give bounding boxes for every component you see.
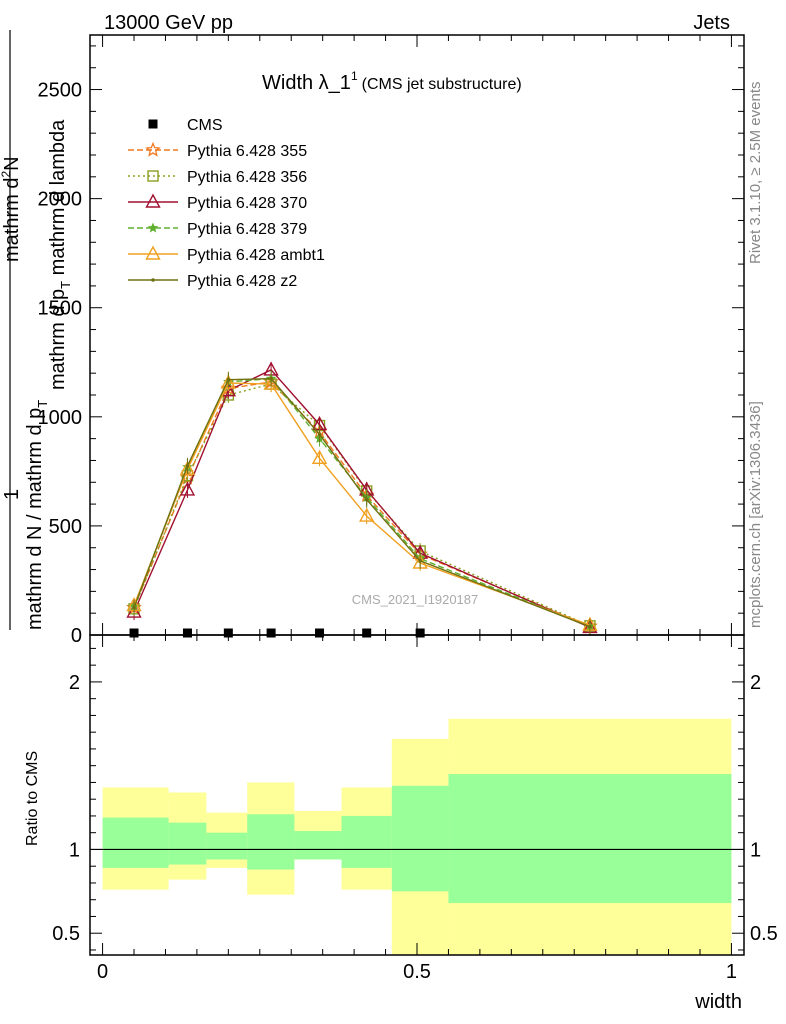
header-observable: Jets xyxy=(693,12,730,34)
ratio-xtick-label: 0 xyxy=(97,961,108,983)
legend-label: Pythia 6.428 379 xyxy=(187,221,307,238)
mcplots-reference-label: mcplots.cern.ch [arXiv:1306.3436] xyxy=(747,401,764,628)
legend-item: CMS xyxy=(148,117,223,134)
legend-label: Pythia 6.428 ambt1 xyxy=(187,247,325,264)
series-marker-triangle xyxy=(311,449,328,464)
plot-title-sup: 1 xyxy=(351,69,358,83)
ratio-band-inner xyxy=(448,774,732,904)
series-line xyxy=(133,382,591,626)
main-ytick-label: 2000 xyxy=(38,189,83,211)
rivet-version-label: Rivet 3.1.10, ≥ 2.5M events xyxy=(747,82,764,265)
legend-label: CMS xyxy=(187,117,223,134)
series-line xyxy=(133,377,591,628)
ratio-ytick-label-right: 0.5 xyxy=(750,923,778,945)
ratio-band-inner xyxy=(391,785,449,892)
legend-item: Pythia 6.428 370 xyxy=(128,193,307,212)
series-marker-star xyxy=(147,222,159,233)
legend-item: Pythia 6.428 ambt1 xyxy=(128,245,325,264)
ratio-band-inner xyxy=(294,831,342,860)
legend-item: Pythia 6.428 z2 xyxy=(128,273,297,290)
legend-item: Pythia 6.428 356 xyxy=(128,169,307,186)
series-line xyxy=(133,369,591,629)
ratio-xtick-label: 0.5 xyxy=(403,961,431,983)
main-panel: 0 500 1000 1500 2000 2500 xyxy=(38,34,745,647)
ratio-xtick-label: 1 xyxy=(726,961,737,983)
header-process: 13000 GeV pp xyxy=(104,12,233,34)
ratio-band-inner xyxy=(102,817,169,868)
plot-title: Width λ_11 (CMS jet substructure) xyxy=(262,69,522,94)
legend-label: Pythia 6.428 356 xyxy=(187,169,307,186)
analysis-watermark: CMS_2021_I1920187 xyxy=(352,592,479,607)
cms-data-point xyxy=(315,628,325,638)
ratio-panel: 0.5 0.5 1 1 2 2 0 0.5 1 xyxy=(52,634,778,983)
series-marker-dot xyxy=(151,278,155,282)
legend-label: Pythia 6.428 355 xyxy=(187,143,307,160)
series-marker-dot xyxy=(364,497,369,502)
ratio-y-axis-label: Ratio to CMS xyxy=(24,751,41,846)
series-line xyxy=(133,381,591,627)
ratio-band-inner xyxy=(168,822,207,865)
ratio-band-inner xyxy=(247,814,295,870)
legend-item: Pythia 6.428 355 xyxy=(128,141,307,160)
ratio-ytick-label-right: 2 xyxy=(750,672,761,694)
series-marker-dot xyxy=(226,377,231,382)
main-ytick-label: 1000 xyxy=(38,407,83,429)
legend-label: Pythia 6.428 z2 xyxy=(187,273,297,290)
y-label-line1: 1 xyxy=(1,489,23,500)
series-marker-triangle xyxy=(179,460,196,475)
series-marker-dot xyxy=(317,432,322,437)
cms-data-point xyxy=(266,628,276,638)
y-label-denominator: mathrm d pT mathrm d lambda xyxy=(47,119,73,390)
series-marker-triangle xyxy=(220,374,237,389)
series-marker-triangle xyxy=(359,507,375,522)
y-axis-label: mathrm d N / mathrm d pT 1 mathrm d pT m… xyxy=(0,30,73,630)
cms-data-point xyxy=(182,628,192,638)
main-ytick-label: 2500 xyxy=(38,80,83,102)
series-marker-triangle xyxy=(145,245,161,260)
main-ytick-label: 0 xyxy=(71,625,82,647)
series-line xyxy=(133,377,591,627)
series-marker-square xyxy=(147,170,159,182)
legend: CMS Pythia 6.428 355 Pythia 6.428 356 Pythi… xyxy=(128,117,325,290)
y-label-numerator: mathrm d2N xyxy=(0,156,23,262)
series-marker-dot xyxy=(269,376,273,381)
main-ytick-label: 1500 xyxy=(38,298,83,320)
series-marker-dot xyxy=(132,605,136,610)
legend-label: Pythia 6.428 370 xyxy=(187,195,307,212)
ratio-ytick-label: 0.5 xyxy=(52,923,80,945)
cms-data-point xyxy=(148,119,158,129)
cms-data-point xyxy=(129,628,139,638)
ratio-plot-frame xyxy=(89,634,745,956)
cms-data-point xyxy=(362,628,372,638)
legend-item: Pythia 6.428 379 xyxy=(128,221,307,238)
ratio-ytick-label: 1 xyxy=(69,839,80,861)
ratio-ytick-label-right: 1 xyxy=(750,839,761,861)
y-label-line2: mathrm d N / mathrm d pT xyxy=(24,400,50,630)
series-cms xyxy=(129,628,425,638)
series-marker-dot xyxy=(185,464,190,468)
x-axis-label: width xyxy=(694,991,742,1013)
series-line xyxy=(133,383,591,627)
series-marker-triangle xyxy=(179,481,196,496)
ratio-ytick-label: 2 xyxy=(69,672,80,694)
series-marker-star xyxy=(145,141,161,157)
plot-title-main: Width λ_1 xyxy=(262,72,351,94)
cms-data-point xyxy=(223,628,233,638)
ratio-band-inner xyxy=(206,832,248,860)
main-ytick-label: 500 xyxy=(49,516,82,538)
series-marker-dot xyxy=(418,559,422,563)
ratio-band-inner xyxy=(341,815,392,868)
series-marker-triangle xyxy=(145,193,161,208)
series-pythia-6-428-z2 xyxy=(132,370,592,635)
plot-title-sub: (CMS jet substructure) xyxy=(362,76,522,93)
cms-data-point xyxy=(415,628,425,638)
series-marker-dot xyxy=(588,624,592,629)
